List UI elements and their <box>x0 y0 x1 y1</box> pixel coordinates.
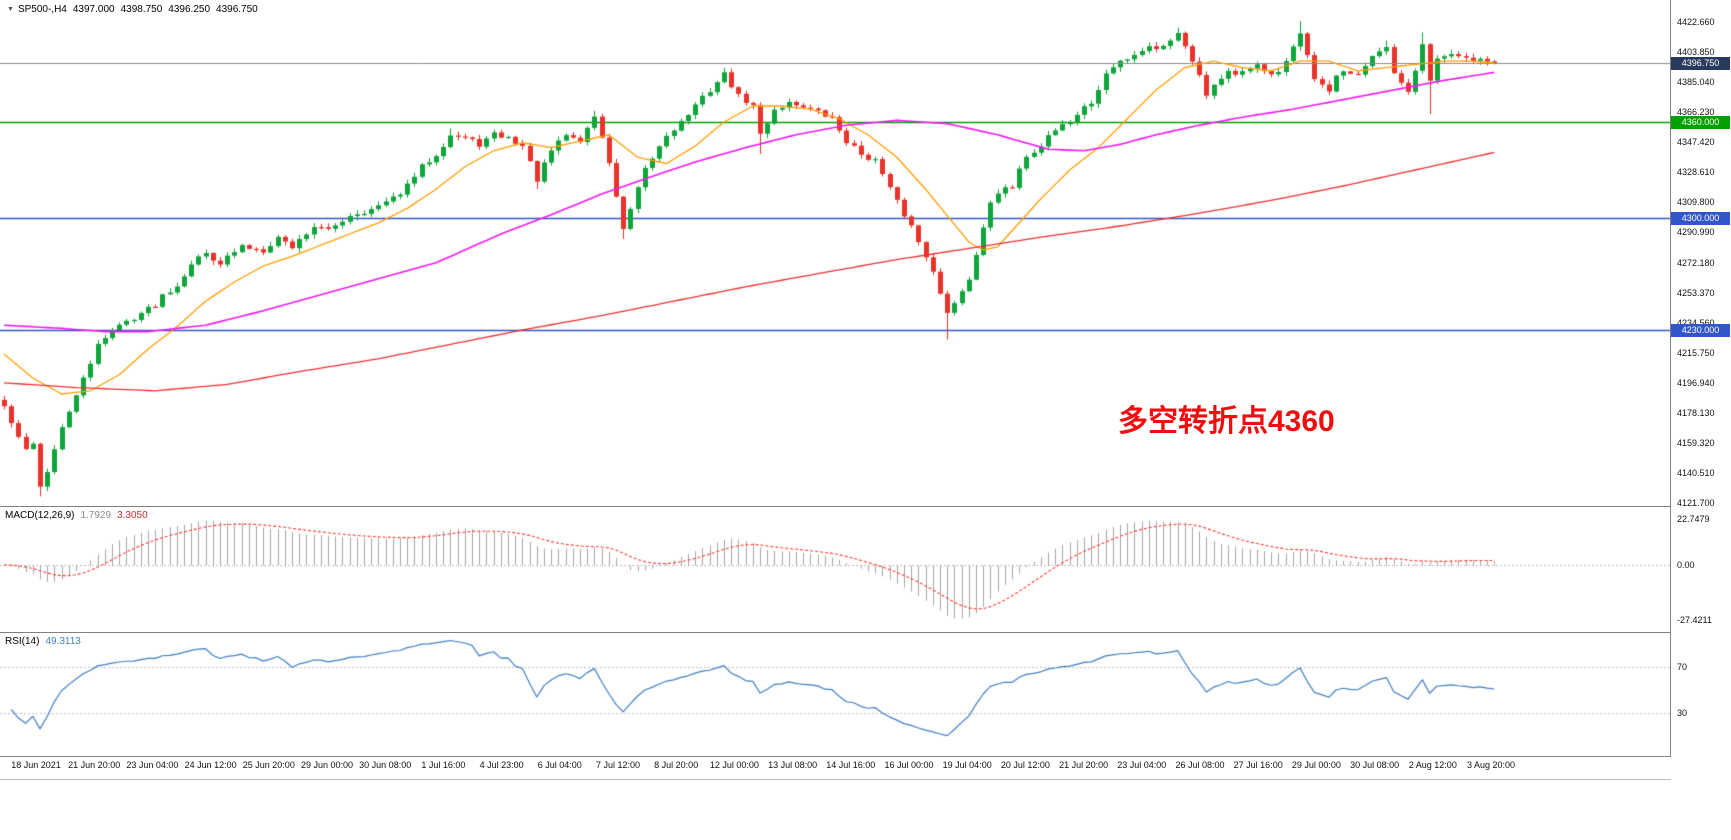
time-axis-label: 2 Aug 12:00 <box>1408 760 1457 770</box>
time-axis-label: 25 Jun 20:00 <box>242 760 295 770</box>
price-tick-label: 4385.040 <box>1677 76 1715 87</box>
symbol-period-label: SP500-,H4 <box>17 4 67 15</box>
time-axis-label: 21 Jul 20:00 <box>1059 760 1109 770</box>
price-tick-label: 4234.560 <box>1677 317 1715 328</box>
rsi-header: RSI(14) 49.3113 <box>5 636 81 647</box>
chart-header: ▼ SP500-,H4 4397.000 4398.750 4396.250 4396.7… <box>7 4 264 15</box>
chart-annotation: 多空转折点4360 <box>1118 405 1335 438</box>
time-axis-label: 14 Jul 16:00 <box>826 760 876 770</box>
price-tick-label: 4253.370 <box>1677 287 1715 298</box>
macd-axis-label: -27.4211 <box>1677 615 1712 625</box>
time-axis-label: 6 Jul 04:00 <box>537 760 582 770</box>
rsi-value: 49.3113 <box>45 636 81 647</box>
ohlc-low-value: 4396.250 <box>168 4 211 15</box>
panel-separator-main-macd[interactable] <box>0 506 1731 507</box>
ohlc-close-value: 4396.750 <box>216 4 258 15</box>
panel-separator-macd-rsi[interactable] <box>0 632 1731 633</box>
chart-bottom-edge <box>0 779 1731 780</box>
time-axis-label: 26 Jul 08:00 <box>1175 760 1225 770</box>
time-axis-label: 7 Jul 12:00 <box>595 760 641 770</box>
ohlc-high-value: 4398.750 <box>120 4 163 15</box>
price-tick-label: 4272.180 <box>1677 257 1715 268</box>
price-level-badge: 4360.000 <box>1671 116 1730 129</box>
time-axis-label: 18 Jun 2021 <box>11 760 61 770</box>
current-price-badge: 4396.750 <box>1671 57 1730 71</box>
macd-signal-value: 3.3050 <box>117 510 148 521</box>
time-axis-label: 12 Jul 00:00 <box>709 760 759 770</box>
price-scale-edge[interactable] <box>1670 0 1671 756</box>
macd-main-value: 1.7929 <box>80 510 112 521</box>
time-axis-label: 13 Jul 08:00 <box>768 760 818 770</box>
time-axis-label: 4 Jul 23:00 <box>479 760 524 770</box>
panel-separator-rsi-timeaxis[interactable] <box>0 756 1731 757</box>
time-axis-label: 23 Jul 04:00 <box>1117 760 1167 770</box>
time-axis-label: 30 Jun 08:00 <box>359 760 412 770</box>
price-tick-label: 4347.420 <box>1677 137 1715 148</box>
price-level-badge: 4300.000 <box>1671 212 1730 225</box>
rsi-label: RSI(14) <box>5 636 40 647</box>
ohlc-open-value: 4397.000 <box>72 4 115 15</box>
time-axis-label: 30 Jul 08:00 <box>1350 760 1400 770</box>
time-axis-label: 3 Aug 20:00 <box>1466 760 1516 770</box>
main-chart-canvas[interactable] <box>0 0 1670 506</box>
time-axis-label: 24 Jun 12:00 <box>184 760 237 770</box>
price-axis[interactable]: 4422.660 4403.850 4385.040 4366.230 4347.420… <box>1671 0 1731 780</box>
price-tick-label: 4422.660 <box>1677 16 1715 27</box>
price-tick-label: 4121.700 <box>1677 498 1715 509</box>
price-tick-label: 4178.130 <box>1677 407 1715 418</box>
macd-label: MACD(12,26,9) <box>5 510 75 521</box>
time-axis-label: 20 Jul 12:00 <box>1000 760 1050 770</box>
time-axis[interactable]: 18 Jun 2021 21 Jun 20:00 23 Jun 04:00 24 Ju… <box>0 757 1670 779</box>
price-tick-label: 4196.940 <box>1677 377 1715 388</box>
macd-header: MACD(12,26,9) 1.7929 3.3050 <box>5 510 148 521</box>
time-axis-label: 23 Jun 04:00 <box>126 760 179 770</box>
time-axis-label: 19 Jul 04:00 <box>942 760 992 770</box>
macd-panel-canvas[interactable] <box>0 507 1670 632</box>
time-axis-label: 1 Jul 16:00 <box>421 760 466 770</box>
price-tick-label: 4328.610 <box>1677 167 1715 178</box>
price-tick-label: 4215.750 <box>1677 347 1715 358</box>
price-tick-label: 4140.510 <box>1677 468 1715 479</box>
price-tick-label: 4403.850 <box>1677 46 1715 57</box>
rsi-axis-label: 70 <box>1677 662 1688 672</box>
price-tick-label: 4159.320 <box>1677 438 1715 449</box>
price-level-badge: 4230.000 <box>1671 324 1730 337</box>
macd-axis-label: 22.7479 <box>1677 514 1710 524</box>
price-tick-label: 4290.990 <box>1677 227 1715 238</box>
macd-axis-label: 0.00 <box>1677 559 1695 570</box>
time-axis-label: 29 Jul 00:00 <box>1291 760 1341 770</box>
time-axis-label: 16 Jul 00:00 <box>884 760 934 770</box>
time-axis-label: 27 Jul 16:00 <box>1233 760 1283 770</box>
symbol-dropdown-icon: ▼ <box>7 6 14 13</box>
price-tick-label: 4366.230 <box>1677 107 1715 118</box>
rsi-panel-canvas[interactable] <box>0 633 1670 756</box>
time-axis-label: 29 Jun 00:00 <box>300 760 354 770</box>
time-axis-label: 21 Jun 20:00 <box>68 760 121 770</box>
time-axis-label: 8 Jul 20:00 <box>654 760 699 770</box>
price-tick-label: 4309.800 <box>1677 197 1715 208</box>
rsi-axis-label: 30 <box>1677 708 1688 718</box>
